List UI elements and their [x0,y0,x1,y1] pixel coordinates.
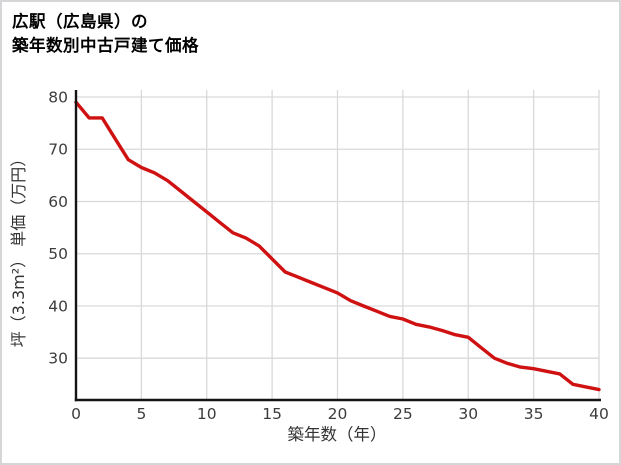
x-tick-label: 35 [524,405,544,423]
y-tick-label: 40 [48,297,68,315]
y-axis-title: 坪（3.3m²） 単価（万円） [9,151,28,348]
axes-layer [74,90,601,402]
y-tick-label: 70 [48,141,68,159]
chart-title-line1: 広駅（広島県）の [12,12,148,31]
x-tick-label: 30 [458,405,478,423]
price-line [74,100,601,392]
x-tick-label: 5 [136,405,146,423]
chart-svg: 0 5 10 15 20 25 30 35 40 30 40 50 60 70 80 築年数（年） 坪（3.… [9,89,609,445]
y-tick-label: 50 [48,245,68,263]
y-tick-label: 30 [48,350,68,368]
x-axis-title: 築年数（年） [288,425,387,444]
chart-title: 広駅（広島県）の 築年数別中古戸建て価格 [12,10,199,58]
series-layer [74,100,601,392]
tick-label-layer: 0 5 10 15 20 25 30 35 40 30 40 50 60 70 80 [48,89,609,424]
x-tick-label: 15 [262,405,282,423]
x-tick-label: 20 [328,405,348,423]
y-tick-label: 80 [48,89,68,107]
chart-title-line2: 築年数別中古戸建て価格 [12,35,199,55]
x-tick-label: 25 [393,405,413,423]
y-tick-label: 60 [48,193,68,211]
grid-layer [75,90,600,400]
x-tick-label: 10 [197,405,217,423]
x-tick-label: 0 [71,405,81,423]
x-tick-label: 40 [589,405,609,423]
